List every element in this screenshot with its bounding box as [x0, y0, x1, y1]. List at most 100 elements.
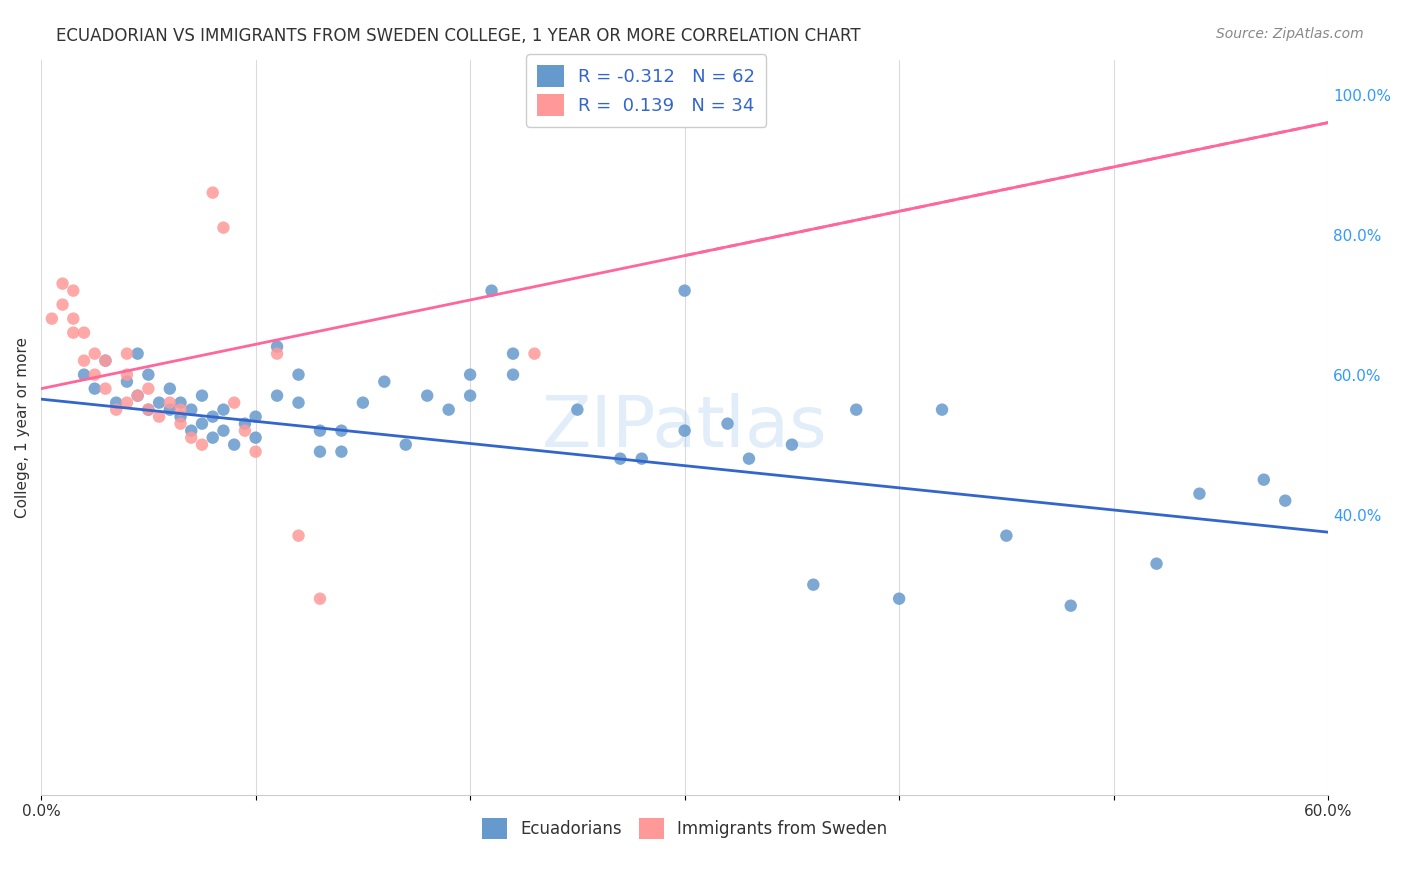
Point — [395, 437, 418, 451]
Point — [115, 368, 138, 382]
Point — [94, 382, 117, 396]
Point — [416, 389, 439, 403]
Point — [330, 444, 353, 458]
Point — [94, 353, 117, 368]
Point — [233, 424, 256, 438]
Point — [287, 368, 309, 382]
Point — [201, 186, 224, 200]
Point — [287, 395, 309, 409]
Y-axis label: College, 1 year or more: College, 1 year or more — [15, 336, 30, 517]
Point — [995, 529, 1018, 543]
Point — [127, 389, 149, 403]
Point — [191, 437, 214, 451]
Point — [180, 424, 202, 438]
Point — [458, 389, 481, 403]
Point — [169, 409, 191, 424]
Point — [373, 375, 395, 389]
Point — [148, 395, 170, 409]
Point — [115, 346, 138, 360]
Legend: Ecuadorians, Immigrants from Sweden: Ecuadorians, Immigrants from Sweden — [475, 812, 894, 846]
Point — [1274, 493, 1296, 508]
Point — [51, 298, 73, 312]
Point — [159, 382, 181, 396]
Point — [330, 424, 353, 438]
Point — [169, 395, 191, 409]
Point — [51, 277, 73, 291]
Point — [115, 395, 138, 409]
Point — [127, 346, 149, 360]
Point — [159, 395, 181, 409]
Text: Source: ZipAtlas.com: Source: ZipAtlas.com — [1216, 27, 1364, 41]
Point — [105, 395, 128, 409]
Point — [224, 437, 246, 451]
Point — [83, 368, 105, 382]
Point — [502, 368, 524, 382]
Point — [1253, 473, 1275, 487]
Point — [502, 346, 524, 360]
Point — [73, 326, 96, 340]
Point — [191, 417, 214, 431]
Point — [201, 409, 224, 424]
Point — [212, 424, 235, 438]
Point — [127, 389, 149, 403]
Text: ZIPatlas: ZIPatlas — [541, 392, 828, 462]
Point — [180, 431, 202, 445]
Point — [352, 395, 374, 409]
Point — [716, 417, 738, 431]
Point — [437, 402, 460, 417]
Point — [630, 451, 652, 466]
Point — [224, 395, 246, 409]
Point — [62, 284, 84, 298]
Point — [309, 424, 332, 438]
Point — [458, 368, 481, 382]
Point — [481, 284, 503, 298]
Point — [245, 431, 267, 445]
Point — [523, 346, 546, 360]
Point — [62, 311, 84, 326]
Point — [115, 375, 138, 389]
Point — [738, 451, 761, 466]
Point — [1060, 599, 1083, 613]
Point — [245, 409, 267, 424]
Point — [609, 451, 631, 466]
Point — [673, 284, 696, 298]
Point — [83, 382, 105, 396]
Point — [801, 577, 824, 591]
Point — [169, 402, 191, 417]
Point — [73, 368, 96, 382]
Point — [266, 389, 288, 403]
Point — [62, 326, 84, 340]
Point — [212, 220, 235, 235]
Point — [138, 368, 160, 382]
Point — [105, 402, 128, 417]
Point — [212, 402, 235, 417]
Point — [191, 389, 214, 403]
Point — [1188, 486, 1211, 500]
Point — [180, 402, 202, 417]
Text: ECUADORIAN VS IMMIGRANTS FROM SWEDEN COLLEGE, 1 YEAR OR MORE CORRELATION CHART: ECUADORIAN VS IMMIGRANTS FROM SWEDEN COL… — [56, 27, 860, 45]
Point — [567, 402, 589, 417]
Point — [169, 417, 191, 431]
Point — [780, 437, 803, 451]
Point — [887, 591, 910, 606]
Point — [159, 402, 181, 417]
Point — [83, 346, 105, 360]
Point — [1146, 557, 1168, 571]
Point — [233, 417, 256, 431]
Point — [138, 402, 160, 417]
Point — [73, 353, 96, 368]
Point — [201, 431, 224, 445]
Point — [309, 591, 332, 606]
Point — [309, 444, 332, 458]
Point — [148, 409, 170, 424]
Point — [287, 529, 309, 543]
Point — [845, 402, 868, 417]
Point — [266, 340, 288, 354]
Point — [41, 311, 63, 326]
Point — [94, 353, 117, 368]
Point — [138, 382, 160, 396]
Point — [931, 402, 953, 417]
Point — [245, 444, 267, 458]
Point — [673, 424, 696, 438]
Point — [138, 402, 160, 417]
